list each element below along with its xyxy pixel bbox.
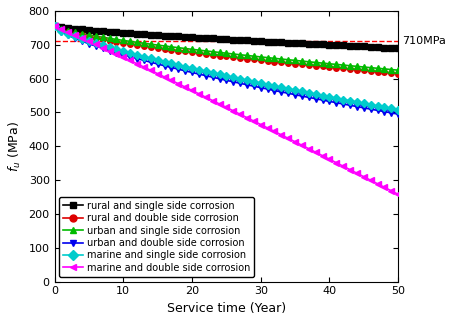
X-axis label: Service time (Year): Service time (Year) (167, 302, 286, 315)
Text: 710MPa: 710MPa (401, 36, 446, 46)
Legend: rural and single side corrosion, rural and double side corrosion, urban and sing: rural and single side corrosion, rural a… (59, 197, 254, 277)
Y-axis label: $f_u$ (MPa): $f_u$ (MPa) (7, 121, 23, 172)
